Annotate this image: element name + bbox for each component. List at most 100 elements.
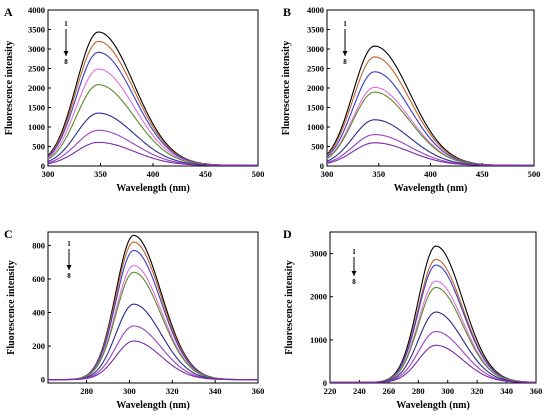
spectrum-curve [330,330,537,383]
y-tick-label: 3500 [307,25,324,35]
x-tick-label: 300 [321,169,334,179]
spectrum-curve [47,40,258,166]
y-tick-label: 3000 [307,44,324,54]
plot-frame [329,231,537,384]
spectrum-curve [330,286,537,383]
x-axis-title: Wavelength (nm) [116,183,190,194]
y-tick-label: 2000 [310,292,327,302]
y-tick-label: 200 [32,341,45,351]
arrow-start-label: 1 [64,20,68,28]
spectrum-curve [47,112,258,166]
y-tick-label: 0 [323,378,327,388]
x-tick-label: 320 [166,386,179,396]
y-axis-title: Fluorescence intensity [4,41,15,136]
x-tick-label: 260 [382,386,395,396]
panel-a: A 300 350 400 450 500 0 500 1000 1500 2000 2500 3000… [4,5,264,194]
x-tick-label: 220 [324,386,337,396]
x-tick-label: 280 [80,386,93,396]
arrow-end-label: 8 [343,58,347,66]
arrow-end-label: 8 [64,58,68,66]
panel-d: D 220 240 260 280 300 320 340 360 0 1000 2000 3000 Wa… [283,227,542,411]
y-tick-label: 500 [311,142,324,152]
spectrum-curve [48,271,258,381]
y-tick-label: 0 [320,161,324,171]
y-tick-label: 4000 [28,5,45,15]
y-tick-label: 2000 [28,83,45,93]
arrow-start-label: 1 [67,240,71,248]
y-tick-label: 400 [32,308,45,318]
y-tick-label: 3000 [310,249,327,259]
spectrum-curve [326,86,534,166]
arrow-head-icon [351,271,357,276]
y-tick-label: 4000 [307,5,324,15]
spectrum-curve [330,344,537,383]
arrow-head-icon [342,51,348,56]
spectrum-curve [48,340,258,381]
spectrum-curve [48,249,258,381]
panel-c: C 280 300 320 340 360 0 200 400 600 800 Wavelength … [4,227,264,411]
y-axis-title: Fluorescence intensity [284,260,295,355]
spectrum-curve [326,45,534,166]
arrow-head-icon [63,51,69,56]
x-tick-label: 450 [199,169,212,179]
y-tick-label: 3000 [28,44,45,54]
arrow-end-label: 8 [352,278,356,286]
x-tick-label: 400 [424,169,437,179]
panel-letter: B [283,5,291,19]
x-tick-label: 500 [252,169,265,179]
x-tick-label: 340 [209,386,222,396]
panel-letter: C [4,227,13,241]
arrow-start-label: 1 [343,20,347,28]
x-tick-label: 320 [471,386,484,396]
spectrum-curve [48,234,258,381]
y-tick-label: 2000 [307,83,324,93]
x-tick-label: 360 [252,386,265,396]
y-tick-label: 0 [41,161,45,171]
plot-frame [47,231,259,384]
spectrum-curve [326,91,534,166]
x-tick-label: 300 [42,169,55,179]
x-tick-label: 340 [500,386,513,396]
spectrum-curve [330,311,537,383]
spectrum-curve [48,241,258,381]
x-tick-label: 280 [412,386,425,396]
spectrum-curve [47,141,258,166]
x-tick-label: 240 [353,386,366,396]
spectrum-curve [48,265,258,381]
spectrum-curve [330,258,537,383]
x-axis-title: Wavelength (nm) [116,400,190,411]
y-tick-label: 1000 [310,335,327,345]
spectrum-curve [48,325,258,381]
arrow-head-icon [66,265,72,270]
panel-letter: A [4,5,13,19]
x-axis-title: Wavelength (nm) [396,400,470,411]
x-axis-title: Wavelength (nm) [394,183,468,194]
y-axis-title: Fluorescence intensity [281,41,292,136]
y-tick-label: 3500 [28,25,45,35]
x-tick-label: 350 [372,169,385,179]
spectrum-curve [48,303,258,381]
x-tick-label: 300 [123,386,136,396]
x-tick-label: 500 [528,169,541,179]
y-tick-label: 2500 [307,64,324,74]
y-axis-title: Fluorescence intensity [6,260,17,355]
y-tick-label: 1500 [28,103,45,113]
spectrum-curve [326,142,534,166]
spectrum-curve [47,68,258,166]
y-tick-label: 800 [32,240,45,250]
x-tick-label: 300 [441,386,454,396]
arrow-start-label: 1 [352,248,356,256]
y-tick-label: 0 [41,375,45,385]
y-tick-label: 2500 [28,64,45,74]
x-tick-label: 400 [147,169,160,179]
panel-b: B 300 350 400 450 500 0 500 1000 1500 2000 2500 3000… [281,5,540,194]
arrow-end-label: 8 [67,272,71,280]
x-tick-label: 450 [476,169,489,179]
y-tick-label: 600 [32,274,45,284]
y-tick-label: 500 [32,142,45,152]
y-tick-label: 1500 [307,103,324,113]
panel-letter: D [283,227,292,241]
x-tick-label: 360 [530,386,543,396]
y-tick-label: 1000 [28,122,45,132]
